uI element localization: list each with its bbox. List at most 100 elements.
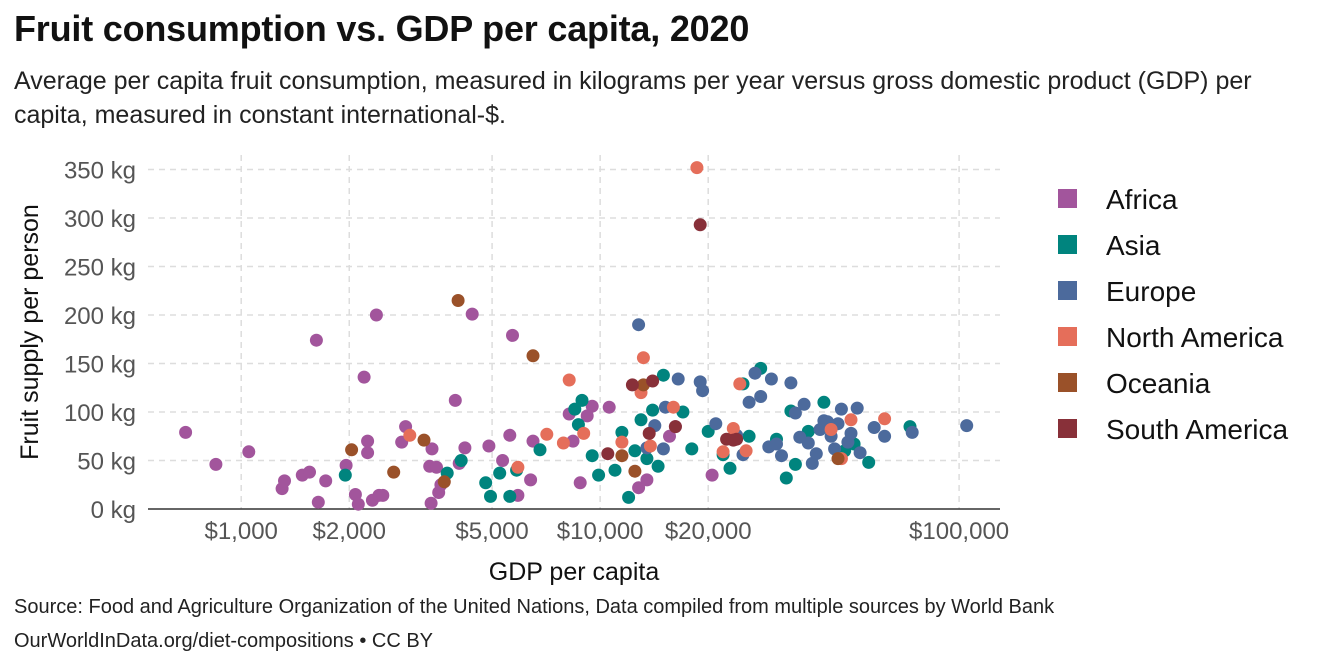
data-point [361, 446, 375, 460]
y-axis-ticks: 0 kg 50 kg 100 kg 150 kg 200 kg 250 kg 300 kg 3… [64, 158, 136, 524]
data-point [905, 425, 919, 439]
data-point [663, 429, 676, 443]
legend: Africa Asia Europe North America Oceania Sout… [1058, 184, 1289, 445]
data-point [540, 427, 554, 441]
legend-swatch [1058, 281, 1077, 300]
data-point [628, 464, 642, 478]
data-point [575, 393, 589, 407]
data-point [496, 454, 510, 467]
data-point [526, 349, 540, 363]
data-point [878, 412, 892, 426]
data-point [643, 439, 657, 453]
data-point [878, 429, 892, 443]
data-point [754, 390, 768, 403]
data-point [503, 489, 517, 503]
x-tick-label: $10,000 [557, 518, 644, 545]
data-point [339, 458, 353, 472]
data-point [479, 476, 493, 490]
data-point [726, 422, 740, 435]
data-point [448, 393, 462, 407]
chart-title: Fruit consumption vs. GDP per capita, 20… [14, 8, 750, 49]
data-point [601, 447, 615, 461]
x-tick-label: $1,000 [204, 518, 277, 545]
data-point [465, 307, 479, 321]
data-point [311, 495, 325, 509]
data-point [656, 368, 670, 382]
x-axis-title: GDP per capita [489, 558, 660, 586]
y-tick-label: 200 kg [64, 303, 136, 330]
legend-swatch [1058, 373, 1077, 392]
data-point [831, 452, 845, 466]
data-point [454, 454, 468, 467]
data-point [690, 161, 704, 175]
data-point [585, 449, 599, 463]
data-point [482, 439, 496, 453]
data-point [640, 473, 654, 487]
legend-swatch [1058, 419, 1077, 438]
data-point [628, 444, 642, 458]
data-point [179, 425, 193, 439]
data-point [209, 457, 223, 471]
data-point [809, 447, 823, 461]
data-point [705, 468, 719, 482]
data-point [723, 461, 737, 475]
data-point [788, 406, 802, 420]
y-tick-label: 350 kg [64, 158, 136, 185]
data-point [577, 426, 591, 440]
data-point [733, 377, 747, 391]
data-point [506, 328, 519, 342]
data-point [437, 475, 451, 489]
data-point [801, 436, 815, 450]
data-point [784, 376, 798, 390]
data-point [764, 372, 778, 386]
data-point [685, 442, 699, 456]
data-point [788, 457, 802, 471]
data-point [730, 432, 744, 446]
data-point [642, 426, 656, 440]
data-point [853, 446, 867, 460]
data-point [580, 409, 594, 423]
legend-label: Asia [1106, 230, 1161, 261]
legend-label: North America [1106, 322, 1284, 353]
data-point [844, 413, 858, 427]
legend-label: Oceania [1106, 368, 1211, 399]
x-tick-label: $100,000 [909, 518, 1009, 545]
data-point [533, 443, 547, 457]
data-point [775, 449, 788, 463]
data-point [403, 428, 417, 442]
data-point [592, 468, 606, 482]
data-point [573, 476, 587, 490]
data-point [666, 400, 680, 414]
x-tick-label: $20,000 [665, 518, 752, 545]
y-axis-title: Fruit supply per person [16, 204, 44, 460]
data-point [319, 474, 333, 488]
data-point [844, 426, 858, 440]
data-point [425, 442, 439, 456]
data-point [622, 490, 636, 504]
data-point [850, 401, 864, 415]
gridlines [148, 155, 1000, 509]
data-point [615, 425, 629, 439]
data-point [748, 366, 762, 380]
source-url: OurWorldInData.org/diet-compositions • C… [14, 630, 434, 652]
legend-label: South America [1106, 414, 1289, 445]
data-point [493, 466, 507, 480]
data-point [668, 420, 682, 434]
legend-label: Africa [1106, 184, 1178, 215]
data-point [656, 442, 670, 456]
data-point [309, 333, 323, 347]
data-point [824, 423, 838, 436]
legend-swatch [1058, 327, 1077, 346]
data-points [179, 161, 974, 511]
data-point [242, 445, 256, 459]
data-point [387, 465, 401, 479]
data-point [632, 318, 646, 332]
data-point [556, 436, 570, 450]
data-point [817, 395, 831, 409]
data-point [369, 308, 383, 322]
y-tick-label: 250 kg [64, 255, 136, 282]
data-point [451, 294, 465, 307]
y-tick-label: 0 kg [91, 497, 136, 524]
data-point [779, 471, 793, 485]
y-tick-label: 300 kg [64, 206, 136, 233]
